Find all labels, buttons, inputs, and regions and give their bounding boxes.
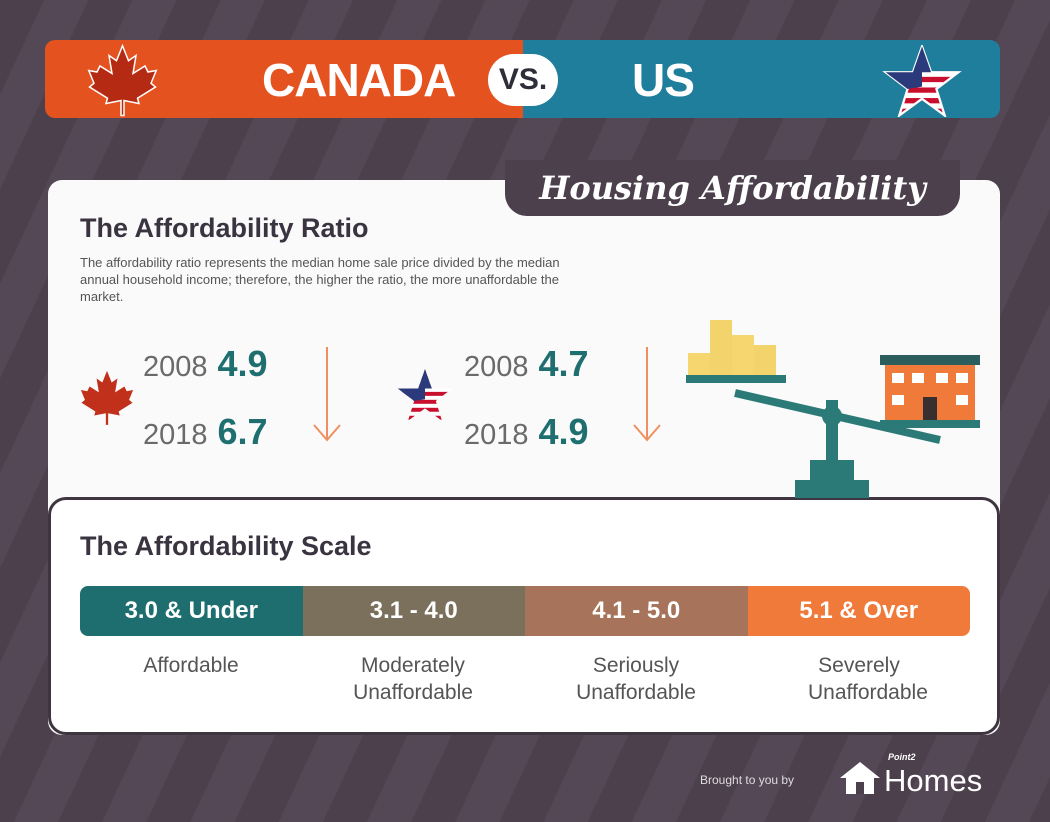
scale-segment-moderate: 3.1 - 4.0 <box>302 586 525 636</box>
us-star-icon <box>397 369 453 421</box>
scale-label: Moderately Unaffordable <box>353 654 473 704</box>
ratio-description: The affordability ratio represents the m… <box>80 255 560 304</box>
vs-badge: VS. <box>488 54 558 106</box>
scale-label: Severely Unaffordable <box>808 654 928 704</box>
maple-leaf-icon <box>87 43 158 117</box>
scale-label: Seriously Unaffordable <box>576 654 696 704</box>
scale-label: Affordable <box>143 654 239 677</box>
us-title: US <box>632 54 695 106</box>
ratio-heading: The Affordability Ratio <box>80 213 369 243</box>
us-2018: 2018 4.9 <box>464 411 589 452</box>
scale-segment-serious: 4.1 - 5.0 <box>525 586 748 636</box>
affordability-scale-bar: 3.0 & Under 3.1 - 4.0 4.1 - 5.0 5.1 & Ov… <box>80 586 970 636</box>
canada-title: CANADA <box>262 54 456 106</box>
scale-segment-severe: 5.1 & Over <box>747 586 970 636</box>
down-arrow-icon <box>633 347 661 442</box>
maple-leaf-icon <box>80 370 134 425</box>
balance-scale-illustration <box>686 320 980 498</box>
canada-2008: 2008 4.9 <box>143 343 268 384</box>
logo-homes: Homes <box>884 763 983 798</box>
brought-to-you-text: Brought to you by <box>700 773 795 787</box>
us-star-icon <box>882 45 962 117</box>
us-2008: 2008 4.7 <box>464 343 589 384</box>
scale-segment-affordable: 3.0 & Under <box>80 586 303 636</box>
canada-2018: 2018 6.7 <box>143 411 268 452</box>
down-arrow-icon <box>313 347 341 442</box>
scale-heading: The Affordability Scale <box>80 531 372 561</box>
logo-point2: Point2 <box>888 752 916 762</box>
housing-affordability-tab: Housing Affordability <box>505 160 960 216</box>
home-logo-icon <box>840 762 880 794</box>
